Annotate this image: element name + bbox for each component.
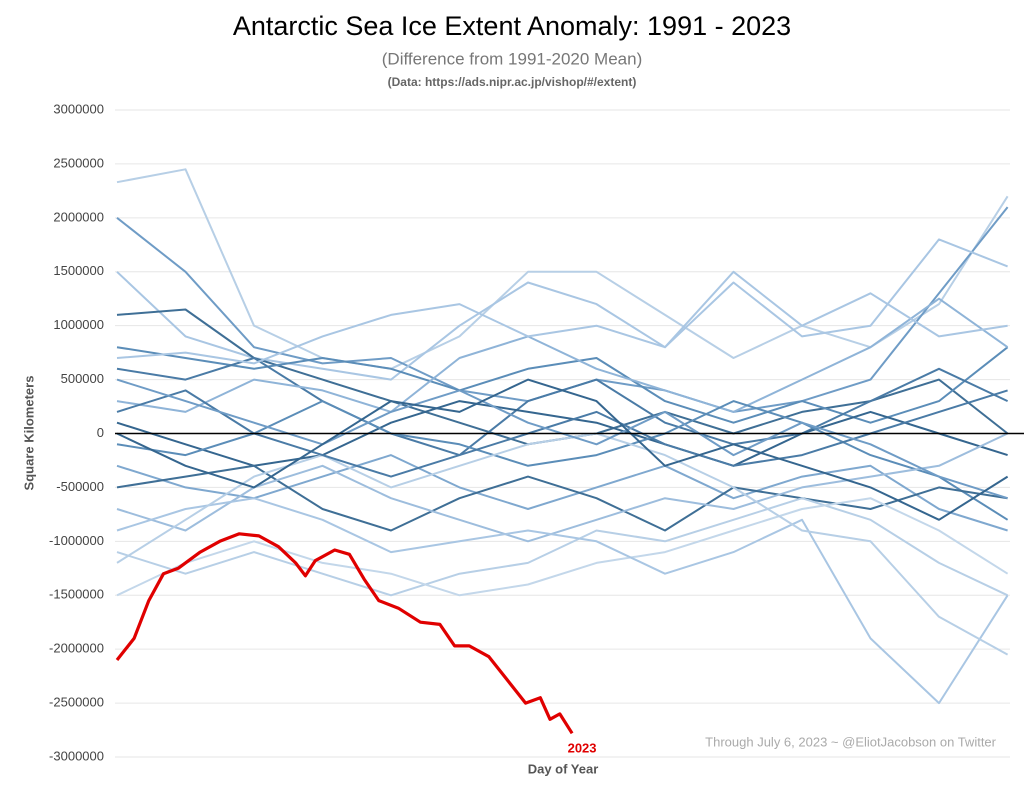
y-tick-label: 1000000 — [53, 317, 104, 332]
series-line — [116, 270, 1008, 365]
y-tick-label: 500000 — [61, 371, 104, 386]
y-tick-label: 0 — [97, 425, 104, 440]
y-tick-label: -500000 — [56, 479, 104, 494]
series-line — [116, 400, 1008, 467]
series-line — [116, 308, 1009, 446]
source-note: (Data: https://ads.nipr.ac.jp/vishop/#/e… — [388, 75, 637, 89]
y-tick-label: 2000000 — [53, 209, 104, 224]
series-line — [116, 432, 1009, 656]
series-line — [116, 168, 1009, 370]
series-line — [116, 454, 1008, 532]
series-line — [116, 357, 1009, 457]
series-line — [116, 497, 1009, 705]
y-tick-label: -3000000 — [49, 748, 104, 763]
series-line — [116, 389, 1008, 478]
series-line — [116, 432, 1009, 543]
y-tick-label: 3000000 — [53, 101, 104, 116]
y-tick-label: -1500000 — [49, 587, 104, 602]
highlight-line — [115, 532, 574, 735]
chart-title: Antarctic Sea Ice Extent Anomaly: 1991 -… — [233, 11, 791, 41]
series-line — [116, 497, 1009, 597]
chart-subtitle: (Difference from 1991-2020 Mean) — [382, 49, 643, 68]
y-tick-label: 2500000 — [53, 155, 104, 170]
credit-annotation: Through July 6, 2023 ~ @EliotJacobson on… — [705, 734, 996, 749]
y-tick-label: -2500000 — [49, 695, 104, 710]
x-axis-label: Day of Year — [528, 761, 599, 776]
series-line — [116, 378, 1009, 521]
series-line — [116, 497, 1009, 597]
plot-area: 2023 — [115, 168, 1024, 756]
series-label: 2023 — [568, 741, 597, 756]
y-tick-label: -2000000 — [49, 641, 104, 656]
series-line — [116, 400, 1009, 521]
y-tick-label: -1000000 — [49, 533, 104, 548]
y-tick-label: 1500000 — [53, 263, 104, 278]
series-line — [116, 297, 1009, 413]
series-line — [116, 346, 1009, 424]
y-axis-label: Square Kilometers — [21, 376, 36, 491]
